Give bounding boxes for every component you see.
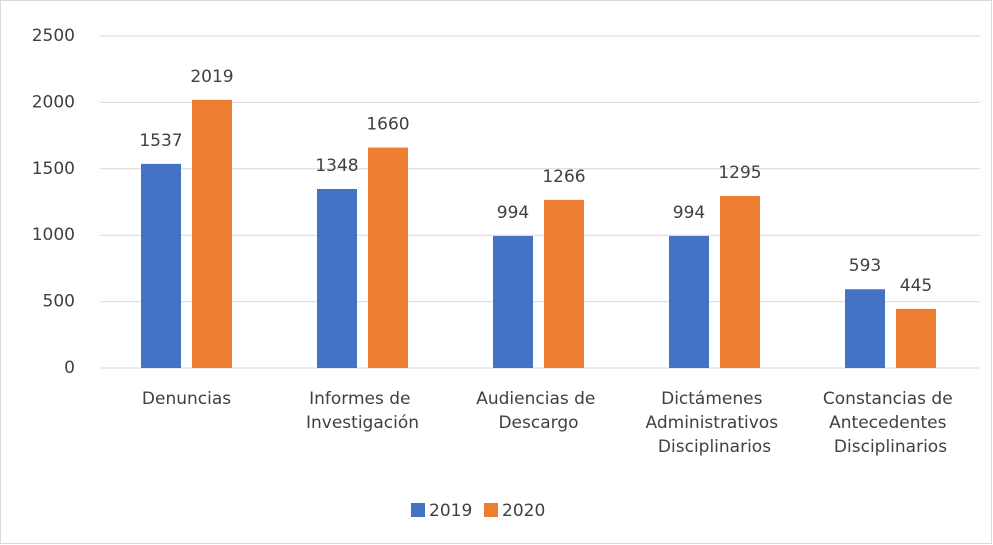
y-tick-label: 2500 (32, 26, 75, 46)
y-tick-label: 500 (43, 292, 75, 312)
x-tick-label: Audiencias de Descargo (476, 389, 601, 433)
data-label: 1295 (718, 163, 761, 183)
legend-swatch (411, 503, 425, 517)
bar (317, 188, 357, 368)
y-tick-label: 1500 (32, 159, 75, 179)
legend-swatch (484, 503, 498, 517)
data-label: 994 (673, 203, 705, 223)
bar (720, 196, 760, 368)
data-label: 1266 (542, 167, 585, 187)
x-tick-label: Constancias de Antecedentes Disciplinari… (823, 389, 958, 457)
data-label: 2019 (190, 67, 233, 87)
y-tick-label: 0 (64, 358, 75, 378)
data-label: 445 (900, 276, 932, 296)
bar (896, 308, 936, 368)
data-label: 1348 (315, 156, 358, 176)
x-tick-label: Informes de Investigación (306, 389, 419, 433)
bar (845, 289, 885, 368)
data-label: 1660 (366, 115, 409, 135)
bar (493, 235, 533, 368)
data-label: 994 (497, 203, 529, 223)
bar (141, 163, 181, 368)
bar (669, 235, 709, 368)
legend-label: 2020 (502, 501, 545, 521)
y-tick-label: 1000 (32, 225, 75, 245)
bar (192, 99, 232, 368)
y-tick-label: 2000 (32, 92, 75, 112)
x-tick-label: Denuncias (142, 389, 231, 409)
bar (544, 199, 584, 368)
legend-label: 2019 (429, 501, 472, 521)
bar (368, 147, 408, 368)
x-tick-label: Dictámenes Administrativos Disciplinario… (646, 389, 784, 457)
data-label: 593 (849, 256, 881, 276)
data-label: 1537 (139, 131, 182, 151)
